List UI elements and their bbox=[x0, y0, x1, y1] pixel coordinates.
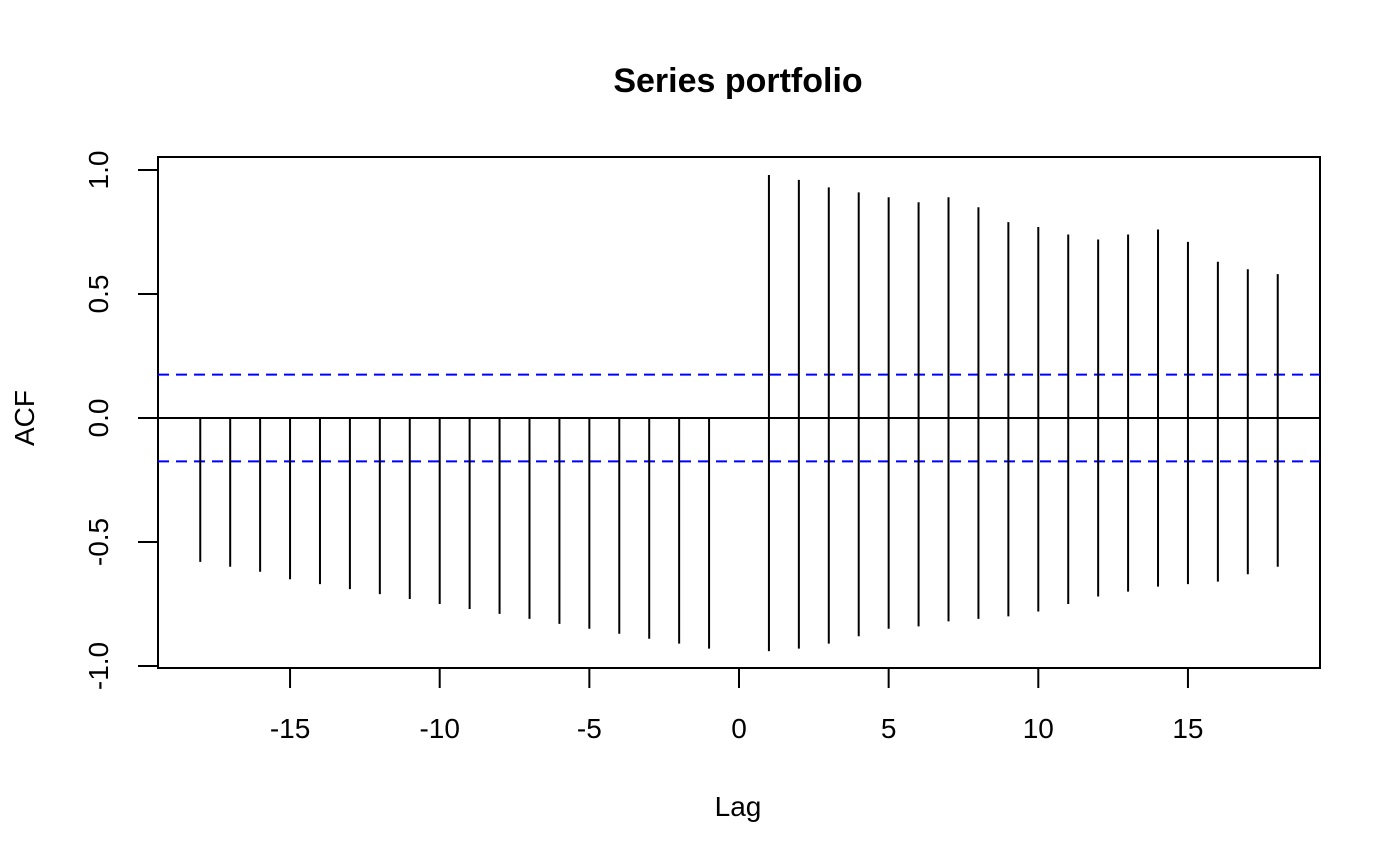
x-tick-label: -5 bbox=[577, 713, 602, 744]
y-tick-label: -1.0 bbox=[83, 642, 114, 690]
y-tick-label: -0.5 bbox=[83, 518, 114, 566]
y-tick-label: 0.0 bbox=[83, 399, 114, 438]
x-tick-label: 5 bbox=[881, 713, 897, 744]
reference-lines bbox=[158, 373, 1320, 463]
x-tick-label: -10 bbox=[419, 713, 459, 744]
x-axis-label: Lag bbox=[715, 791, 762, 822]
plot-frame bbox=[157, 156, 1321, 669]
chart-title: Series portfolio bbox=[613, 62, 862, 100]
acf-spikes bbox=[199, 174, 1279, 652]
y-tick-label: 1.0 bbox=[83, 151, 114, 190]
y-axis-label: ACF bbox=[9, 390, 40, 446]
x-tick-label: 10 bbox=[1023, 713, 1054, 744]
x-tick-label: 0 bbox=[731, 713, 747, 744]
y-tick-label: 0.5 bbox=[83, 275, 114, 314]
x-tick-label: -15 bbox=[270, 713, 310, 744]
y-axis: -1.0 -0.5 0.0 0.5 1.0 bbox=[83, 151, 159, 690]
x-tick-label: 15 bbox=[1172, 713, 1203, 744]
x-axis: -15 -10 -5 0 5 10 15 bbox=[270, 667, 1204, 744]
